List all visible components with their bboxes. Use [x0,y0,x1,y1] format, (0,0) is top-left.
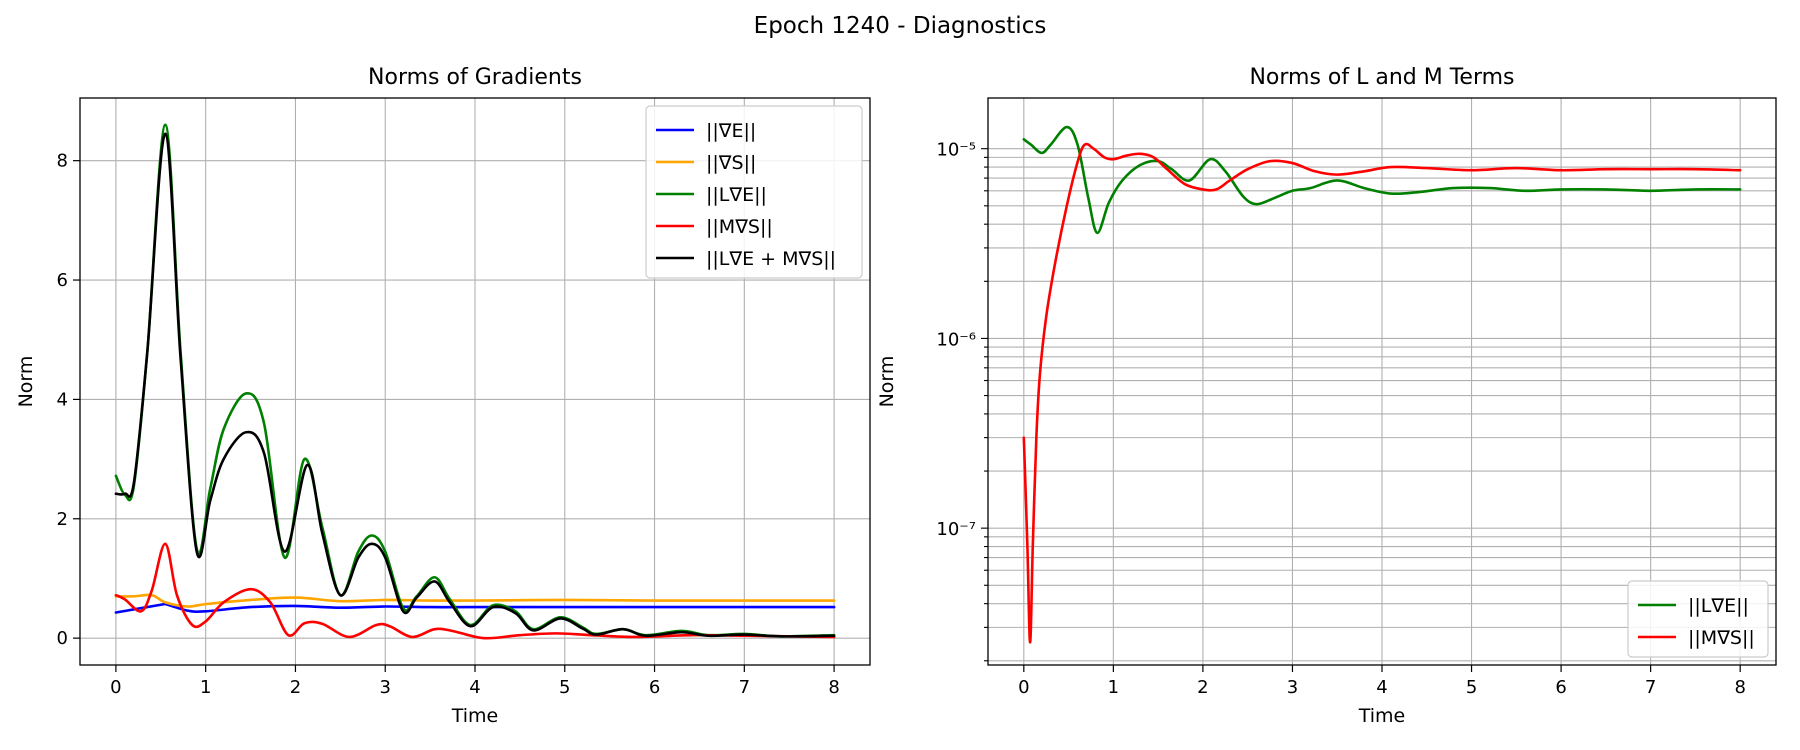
x-tick-label: 5 [559,677,570,698]
y-tick-label: 10⁻⁵ [936,140,976,161]
y-tick-label: 8 [57,151,68,172]
series-line-0 [114,602,836,614]
legend-label: ||∇S|| [706,152,756,174]
figure-title: Epoch 1240 - Diagnostics [754,13,1047,39]
right-x-axis: 0 1 2 3 4 5 6 7 8 Time [1018,665,1746,727]
y-axis-label: Norm [876,356,898,408]
x-tick-label: 4 [1376,677,1387,698]
series-line-4 [114,132,836,638]
x-tick-label: 2 [290,677,301,698]
legend-label: ||∇E|| [706,120,756,142]
x-tick-label: 0 [1018,677,1029,698]
x-tick-label: 7 [1645,677,1656,698]
right-chart-title: Norms of L and M Terms [1249,65,1514,90]
legend-label: ||M∇S|| [706,216,773,238]
x-tick-label: 2 [1197,677,1208,698]
x-tick-label: 1 [200,677,211,698]
right-grid [988,98,1776,665]
y-axis-label: Norm [15,356,37,408]
x-tick-label: 1 [1108,677,1119,698]
x-tick-label: 6 [649,677,660,698]
series-line-1 [114,593,836,608]
left-series [114,123,836,640]
x-tick-label: 3 [1287,677,1298,698]
legend-label: ||M∇S|| [1688,627,1755,649]
left-x-axis: 0 1 2 3 4 5 6 7 8 Time [110,665,840,727]
x-axis-label: Time [451,705,499,727]
right-chart: 0 1 2 3 4 5 6 7 8 Time 10⁻⁷ 10⁻⁶ 10⁻⁵ Norm Norms of L … [876,65,1777,727]
left-y-axis: 0 2 4 6 8 Norm [15,151,80,649]
x-tick-label: 3 [380,677,391,698]
right-series [1022,125,1742,644]
left-legend: ||∇E|| ||∇S|| ||L∇E|| ||M∇S|| ||L∇E + M∇S|| [645,105,863,279]
legend-label: ||L∇E + M∇S|| [706,248,836,270]
x-tick-label: 7 [739,677,750,698]
right-legend: ||L∇E|| ||M∇S|| [1627,580,1769,658]
y-tick-label: 2 [57,509,68,530]
series-line-0 [1022,125,1742,235]
left-chart-title: Norms of Gradients [368,65,582,90]
legend-label: ||L∇E|| [1688,595,1749,617]
x-axis-label: Time [1358,705,1406,727]
y-tick-label: 10⁻⁷ [936,519,976,540]
x-tick-label: 4 [469,677,480,698]
left-chart: 0 1 2 3 4 5 6 7 8 Time 0 2 4 6 8 Norm Norms of Gradients… [15,65,871,727]
legend-box [645,105,863,279]
y-tick-label: 6 [57,270,68,291]
y-tick-label: 0 [57,628,68,649]
x-tick-label: 0 [110,677,121,698]
right-y-axis: 10⁻⁷ 10⁻⁶ 10⁻⁵ Norm [876,140,988,662]
x-tick-label: 8 [1734,677,1745,698]
legend-label: ||L∇E|| [706,184,767,206]
y-tick-label: 4 [57,389,68,410]
series-line-3 [114,542,836,640]
y-tick-label: 10⁻⁶ [936,329,976,350]
series-line-1 [1022,142,1742,644]
x-tick-label: 6 [1555,677,1566,698]
x-tick-label: 8 [828,677,839,698]
x-tick-label: 5 [1466,677,1477,698]
